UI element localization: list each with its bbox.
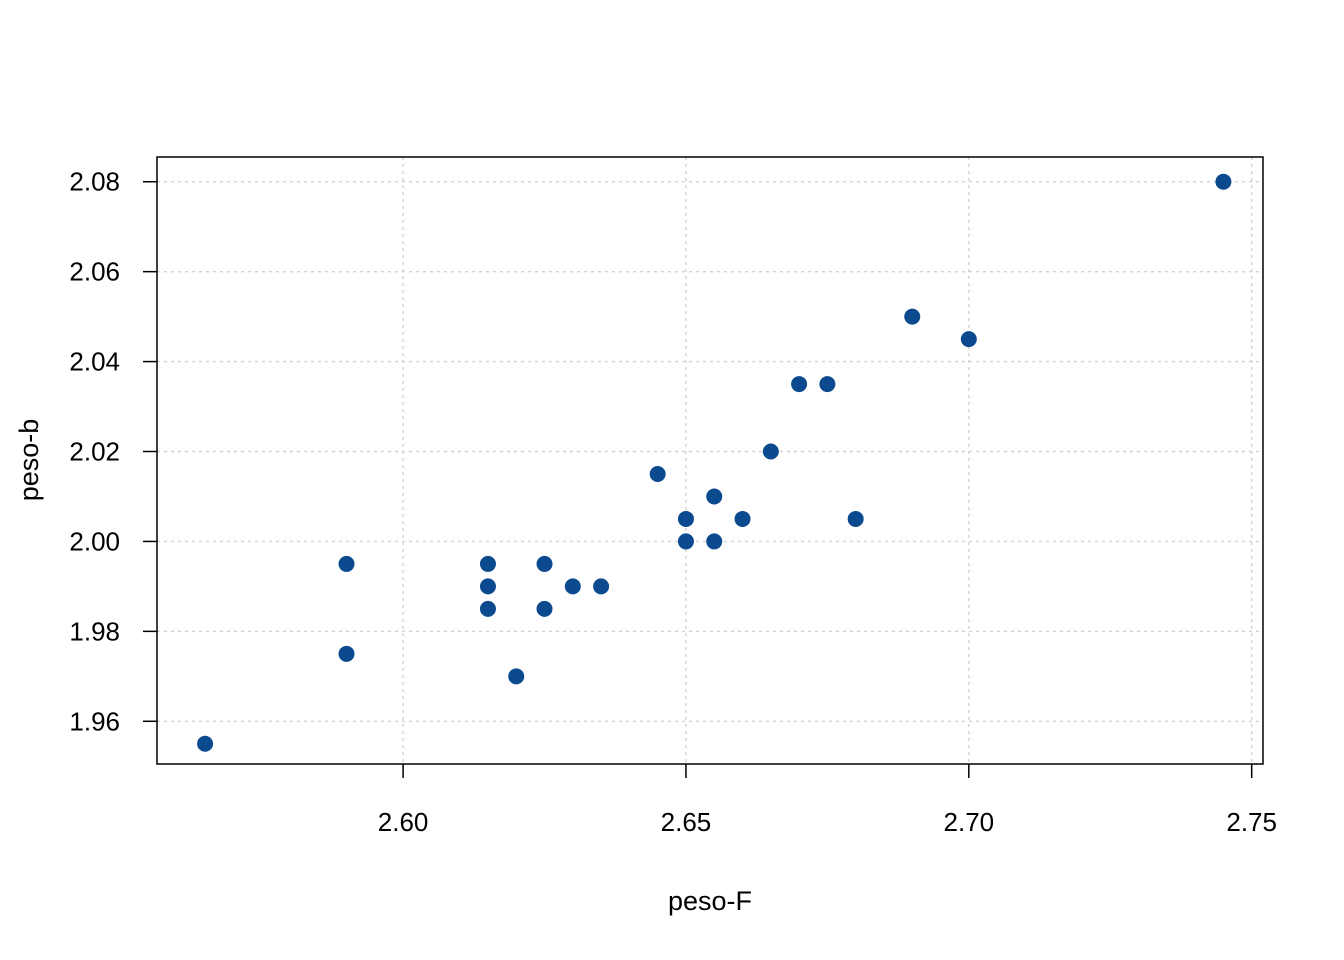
data-point	[593, 578, 610, 595]
data-point	[536, 600, 553, 617]
data-point	[677, 510, 694, 527]
x-tick-label: 2.75	[1226, 807, 1277, 837]
data-point	[847, 510, 864, 527]
y-tick-label: 2.00	[69, 526, 120, 556]
data-point	[1215, 173, 1232, 190]
data-point	[791, 376, 808, 393]
data-point	[508, 668, 525, 685]
y-tick-label: 2.04	[69, 347, 120, 377]
x-tick-label: 2.65	[661, 807, 712, 837]
data-point	[479, 555, 496, 572]
y-tick-label: 1.96	[69, 706, 120, 736]
data-point	[677, 533, 694, 550]
y-tick-label: 2.06	[69, 257, 120, 287]
x-tick-label: 2.60	[378, 807, 429, 837]
y-tick-label: 2.02	[69, 437, 120, 467]
data-point	[536, 555, 553, 572]
data-point	[564, 578, 581, 595]
x-axis-title: peso-F	[668, 886, 752, 916]
y-tick-label: 2.08	[69, 167, 120, 197]
data-point	[904, 308, 921, 325]
data-point	[338, 645, 355, 662]
y-axis: 1.96 1.98 2.00 2.02 2.04 2.06 2.08	[69, 167, 157, 736]
data-point	[734, 510, 751, 527]
grid	[157, 157, 1263, 764]
data-point	[706, 488, 723, 505]
y-tick-label: 1.98	[69, 616, 120, 646]
data-point	[762, 443, 779, 460]
data-point	[960, 331, 977, 348]
data-point	[706, 533, 723, 550]
x-axis: 2.60 2.65 2.70 2.75	[378, 764, 1277, 837]
data-point	[197, 735, 214, 752]
data-point	[649, 465, 666, 482]
data-point	[479, 578, 496, 595]
data-point	[479, 600, 496, 617]
y-axis-title: peso-b	[14, 419, 44, 502]
data-point	[338, 555, 355, 572]
data-point	[819, 376, 836, 393]
data-points	[197, 173, 1232, 752]
x-tick-label: 2.70	[944, 807, 995, 837]
plot-frame	[156, 156, 1264, 765]
